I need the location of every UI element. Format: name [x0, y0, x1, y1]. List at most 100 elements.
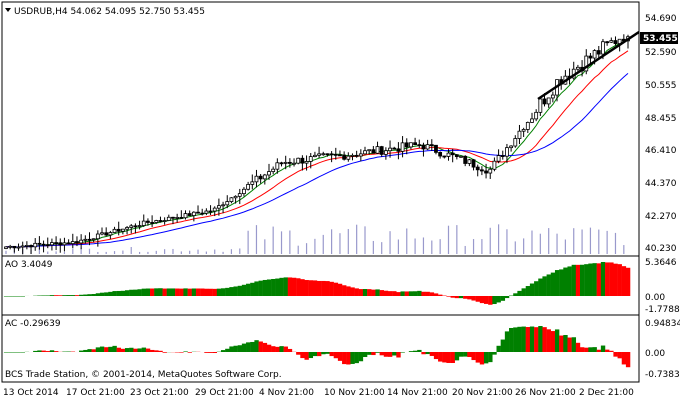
- ao-title: AO 3.4049: [5, 260, 53, 270]
- ac-bar: [425, 352, 430, 355]
- ao-bar: [488, 296, 493, 305]
- time-label: 17 Oct 21:00: [66, 388, 125, 398]
- ao-bar: [141, 288, 147, 296]
- ao-histogram: [3, 262, 631, 305]
- ao-bar: [333, 282, 339, 296]
- ac-bar: [346, 352, 351, 365]
- candle-body: [233, 195, 238, 199]
- candle-body: [350, 154, 355, 157]
- ao-bar: [258, 280, 263, 296]
- candle-body: [45, 244, 50, 247]
- ac-bar: [275, 346, 280, 352]
- ao-label: 5.3646: [645, 258, 677, 268]
- ao-bar: [8, 296, 13, 297]
- ao-bar: [354, 288, 359, 296]
- ac-bar: [158, 350, 163, 352]
- time-label: 26 Nov 21:00: [515, 388, 576, 398]
- candle-body: [425, 144, 430, 150]
- symbol-info: USDRUB,H4 54.062 54.095 52.750 53.455: [14, 7, 205, 17]
- ac-bar: [413, 350, 418, 352]
- candle-body: [484, 170, 488, 174]
- candle-body: [446, 152, 451, 157]
- ao-bar: [317, 280, 322, 296]
- candle-body: [400, 142, 405, 152]
- ao-bar: [433, 293, 439, 296]
- ao-bar: [596, 263, 602, 296]
- ac-bar: [99, 346, 105, 352]
- candle-body: [438, 151, 443, 157]
- ao-bar: [483, 296, 489, 304]
- price-candles: [4, 34, 630, 255]
- candle-body: [442, 155, 447, 158]
- candle-body: [204, 210, 209, 214]
- ac-bar: [458, 352, 464, 357]
- ao-bar: [429, 292, 435, 296]
- ac-bar: [396, 352, 401, 358]
- ac-bar: [525, 327, 531, 352]
- candle-body: [596, 50, 601, 55]
- ao-bar: [233, 286, 238, 296]
- price-pane[interactable]: [1, 1, 640, 257]
- candle-body: [379, 146, 384, 155]
- candle-body: [358, 153, 363, 157]
- candle-body: [83, 238, 88, 241]
- ao-bar: [513, 293, 518, 296]
- ac-bar: [550, 331, 556, 352]
- ac-bar: [45, 351, 51, 352]
- candle-body: [208, 210, 213, 213]
- price-label: 46.410: [645, 146, 677, 156]
- time-label: 13 Oct 2014: [3, 388, 59, 398]
- ac-bar: [625, 352, 631, 368]
- candle-body: [229, 197, 234, 202]
- ac-bar: [379, 352, 384, 356]
- ma-slow-line: [5, 73, 629, 248]
- ac-bar: [554, 329, 560, 352]
- ac-bar: [262, 342, 268, 352]
- candle-body: [221, 204, 225, 207]
- ac-bar: [87, 349, 92, 352]
- candle-body: [459, 155, 463, 158]
- candle-body: [313, 154, 317, 158]
- ao-bar: [342, 285, 347, 296]
- candle-body: [513, 138, 518, 147]
- ac-bar: [605, 349, 610, 352]
- ac-bar: [467, 352, 472, 358]
- ao-bar: [16, 296, 21, 297]
- ao-bar: [237, 285, 243, 296]
- candle-body: [429, 144, 434, 147]
- ac-bar: [567, 337, 572, 352]
- time-label: 29 Oct 21:00: [195, 388, 254, 398]
- ac-bar: [504, 331, 510, 352]
- ac-bar: [596, 349, 602, 352]
- ac-bar: [237, 345, 243, 352]
- ao-bar: [296, 278, 301, 296]
- ac-bar: [588, 347, 593, 352]
- ao-bar: [417, 290, 422, 296]
- ac-bar: [492, 352, 497, 355]
- ao-bar: [20, 296, 25, 297]
- ac-bar: [417, 349, 422, 352]
- ao-bar: [108, 291, 113, 296]
- ac-bar: [325, 352, 330, 354]
- ac-bar: [613, 352, 618, 357]
- ao-bar: [312, 280, 318, 296]
- candle-body: [20, 245, 25, 248]
- ac-bar: [154, 350, 159, 352]
- ao-bar: [183, 288, 188, 296]
- candle-body: [58, 242, 63, 246]
- ao-bar: [279, 277, 284, 296]
- time-label: 2 Dec 21:00: [579, 388, 634, 398]
- trend-line[interactable]: [537, 30, 640, 101]
- ac-bar: [621, 352, 627, 365]
- candle-body: [196, 211, 200, 214]
- candle-body: [216, 205, 221, 209]
- ao-bar: [308, 280, 314, 296]
- ac-bar: [296, 352, 301, 355]
- ao-bar: [225, 287, 230, 296]
- collapse-arrow-icon[interactable]: [5, 8, 11, 12]
- candle-body: [183, 213, 188, 219]
- ao-bar: [271, 278, 276, 296]
- candle-body: [267, 171, 271, 176]
- ac-bar: [220, 350, 226, 352]
